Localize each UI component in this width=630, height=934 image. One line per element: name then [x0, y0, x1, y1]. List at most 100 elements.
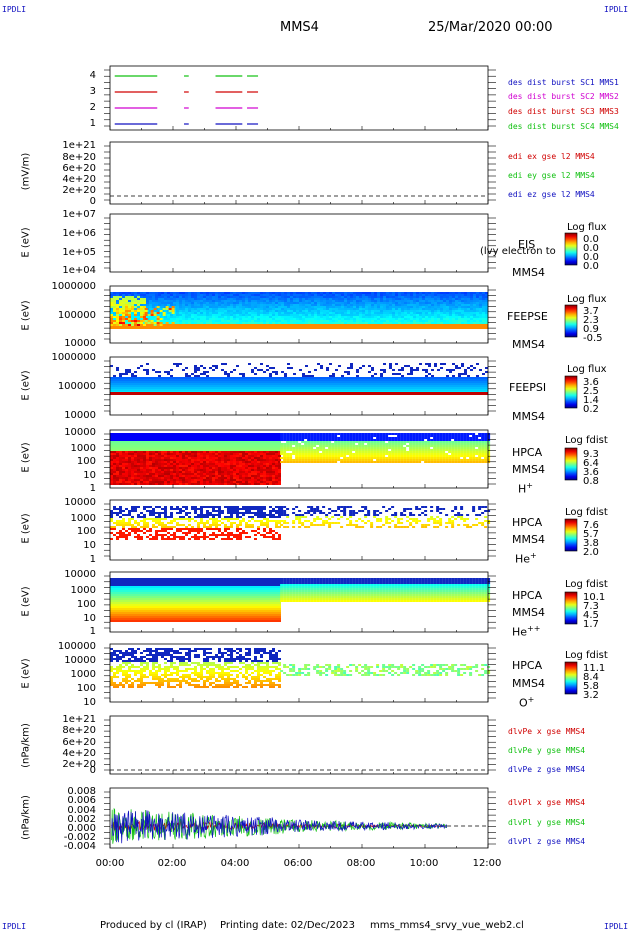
hpca-pixel: [221, 473, 224, 475]
feepse-pixel: [461, 310, 464, 312]
feepsi-pixel: [404, 377, 407, 379]
feepsi-pixel: [212, 389, 215, 391]
hpca-pixel: [137, 447, 140, 449]
hpca-pixel: [152, 473, 155, 475]
feepse-pixel: [173, 320, 176, 322]
hpca-pixel: [167, 459, 170, 461]
feepse-pixel: [377, 322, 380, 324]
hpca-pixel: [113, 467, 116, 469]
feepsi-pixel: [308, 379, 311, 381]
hpca-pixel: [110, 443, 113, 445]
feepse-pixel: [371, 310, 374, 312]
feepse-pixel: [170, 298, 173, 300]
hpca-pixel: [113, 483, 116, 485]
feepse-pixel: [152, 304, 155, 306]
feepse-pixel: [362, 304, 365, 306]
hpca-pixel: [260, 443, 263, 445]
feepse-pixel: [263, 322, 266, 324]
feepsi-pixel: [284, 377, 287, 379]
feepse-pixel: [155, 300, 158, 302]
feepsi-speckle: [134, 375, 137, 377]
feepsi-pixel: [134, 385, 137, 387]
feepsi-pixel: [164, 383, 167, 385]
feepsi-pixel: [473, 377, 476, 379]
hpca-pixel: [254, 479, 257, 481]
feepse-pixel: [230, 296, 233, 298]
hpca-pixel: [254, 459, 257, 461]
hpca-pixel: [146, 459, 149, 461]
feepse-pixel: [404, 318, 407, 320]
feepsi-pixel: [425, 389, 428, 391]
feepse-pixel: [161, 314, 164, 316]
feepse-pixel: [344, 316, 347, 318]
feepse-pixel: [194, 298, 197, 300]
hpca-pixel: [269, 433, 272, 435]
feepsi-pixel: [158, 381, 161, 383]
feepse-pixel: [368, 304, 371, 306]
feepsi-pixel: [200, 383, 203, 385]
feepse-pixel: [419, 304, 422, 306]
hpca-pixel: [191, 461, 194, 463]
hpca-pixel: [116, 461, 119, 463]
hpca-pixel: [143, 477, 146, 479]
hpca-pixel: [215, 471, 218, 473]
feepsi-pixel: [197, 377, 200, 379]
feepsi-pixel: [236, 379, 239, 381]
feepse-pixel: [383, 320, 386, 322]
feepse-pixel: [299, 298, 302, 300]
feepse-pixel: [410, 294, 413, 296]
feepse-pixel: [470, 306, 473, 308]
feepse-pixel: [323, 300, 326, 302]
feepsi-pixel: [395, 377, 398, 379]
hpca-pixel: [131, 433, 134, 435]
feepse-pixel: [239, 308, 242, 310]
feepse-pixel: [434, 306, 437, 308]
hpca-pixel: [209, 459, 212, 461]
hpca-pixel: [137, 479, 140, 481]
feepsi-pixel: [185, 381, 188, 383]
hpca-pixel: [221, 439, 224, 441]
feepsi-pixel: [209, 377, 212, 379]
feepsi-pixel: [149, 377, 152, 379]
feepsi-pixel: [293, 377, 296, 379]
feepse-pixel: [314, 310, 317, 312]
feepsi-pixel: [140, 385, 143, 387]
feepsi-pixel: [266, 387, 269, 389]
feepse-pixel: [147, 322, 151, 324]
hpca-pixel: [215, 451, 218, 453]
feepse-pixel: [377, 302, 380, 304]
feepsi-pixel: [329, 379, 332, 381]
feepse-pixel: [275, 296, 278, 298]
hpca-pixel: [161, 443, 164, 445]
feepse-pixel: [419, 314, 422, 316]
hpca-pixel: [224, 469, 227, 471]
feepsi-pixel: [149, 379, 152, 381]
feepsi-pixel: [311, 383, 314, 385]
feepse-pixel: [224, 322, 227, 324]
hpca-pixel: [230, 447, 233, 449]
hpca-pixel: [164, 451, 167, 453]
feepse-pixel: [419, 320, 422, 322]
hpca-pixel: [248, 461, 251, 463]
feepse-pixel: [257, 298, 260, 300]
feepse-pixel: [191, 320, 194, 322]
feepse-pixel: [140, 296, 143, 298]
feepse-pixel: [287, 310, 290, 312]
feepse-pixel: [425, 320, 428, 322]
feepse-pixel: [368, 298, 371, 300]
hpca-pixel: [176, 469, 179, 471]
hpca-pixel: [125, 455, 128, 457]
feepsi-pixel: [332, 379, 335, 381]
feepsi-pixel: [215, 389, 218, 391]
hpca-pixel: [137, 467, 140, 469]
feepse-pixel: [137, 310, 140, 312]
feepse-pixel: [452, 322, 455, 324]
feepse-pixel: [455, 304, 458, 306]
feepse-pixel: [197, 296, 200, 298]
feepsi-pixel: [275, 377, 278, 379]
hpca-pixel: [257, 455, 260, 457]
feepsi-pixel: [176, 381, 179, 383]
feepsi-pixel: [233, 377, 236, 379]
feepse-pixel: [221, 302, 224, 304]
hpca-pixel: [182, 463, 185, 465]
